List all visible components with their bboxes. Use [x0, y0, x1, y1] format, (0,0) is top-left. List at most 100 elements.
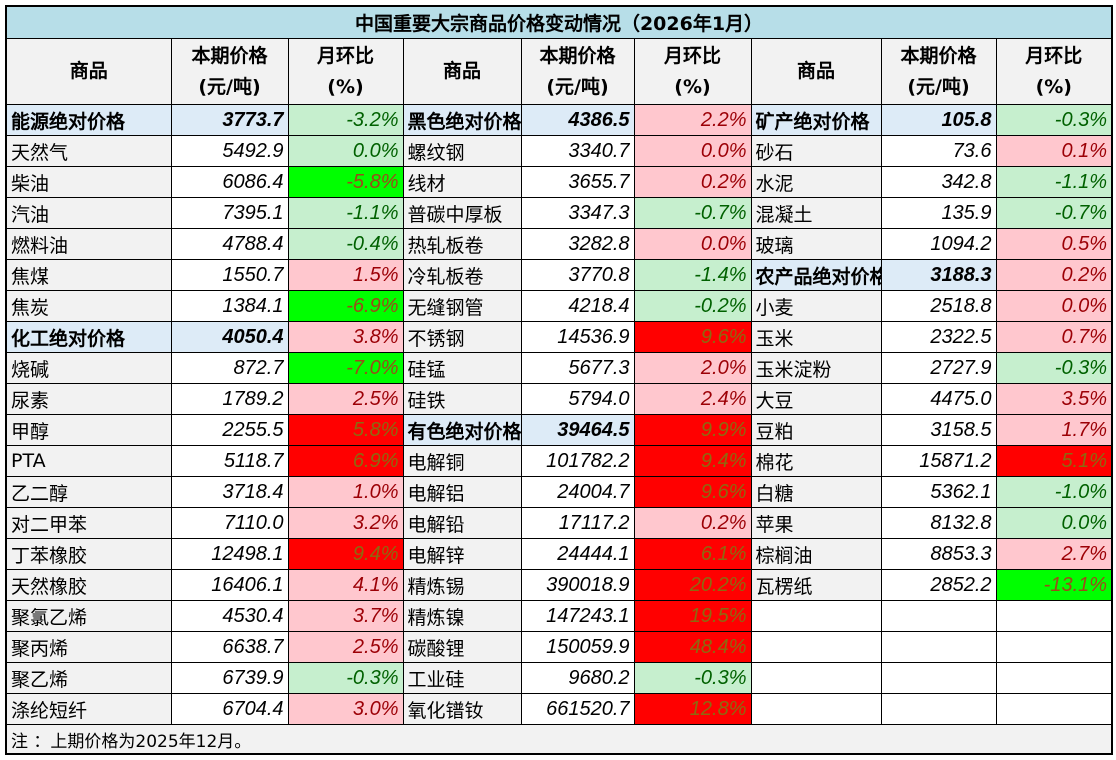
empty-cell	[995, 600, 1113, 632]
mom-change-value: 0.0%	[633, 228, 752, 260]
commodity-name: 冷轧板卷	[402, 259, 522, 291]
commodity-name: 苹果	[750, 507, 882, 539]
category-name: 化工绝对价格	[5, 321, 172, 353]
header-mom-change: 月环比 (%)	[995, 38, 1113, 105]
price-value: 3773.7	[170, 104, 289, 136]
header-mom-unit: (%)	[327, 75, 364, 98]
commodity-name: 不锈钢	[402, 321, 522, 353]
mom-change-value: 2.2%	[633, 104, 752, 136]
mom-change-value: 0.0%	[633, 135, 752, 167]
table-row: 柴油 6086.4 -5.8% 线材 3655.7 0.2% 水泥 342.8 -1.1%	[5, 166, 1113, 198]
price-value: 2518.8	[880, 290, 997, 322]
commodity-name: 聚氯乙烯	[5, 600, 172, 632]
price-value: 101782.2	[520, 445, 635, 477]
price-value: 4386.5	[520, 104, 635, 136]
table-row: 燃料油 4788.4 -0.4% 热轧板卷 3282.8 0.0% 玻璃 1094.2 0.5%	[5, 228, 1113, 260]
price-value: 6739.9	[170, 662, 289, 694]
price-value: 3282.8	[520, 228, 635, 260]
header-price-label: 本期价格	[539, 44, 616, 67]
mom-change-value: 0.5%	[995, 228, 1113, 260]
price-value: 6704.4	[170, 693, 289, 725]
commodity-name: 硅锰	[402, 352, 522, 384]
mom-change-value: 9.9%	[633, 414, 752, 446]
header-price: 本期价格 (元/吨)	[170, 38, 289, 105]
price-value: 4530.4	[170, 600, 289, 632]
empty-cell	[750, 600, 882, 632]
header-price-unit: (元/吨)	[198, 75, 261, 98]
commodity-name: 棕榈油	[750, 538, 882, 570]
category-name: 能源绝对价格	[5, 104, 172, 136]
commodity-name: 电解锌	[402, 538, 522, 570]
commodity-name: 电解铜	[402, 445, 522, 477]
mom-change-value: -1.1%	[995, 166, 1113, 198]
table-row: 烧碱 872.7 -7.0% 硅锰 5677.3 2.0% 玉米淀粉 2727.9 -0.3%	[5, 352, 1113, 384]
price-value: 2255.5	[170, 414, 289, 446]
price-value: 150059.9	[520, 631, 635, 663]
mom-change-value: 0.7%	[995, 321, 1113, 353]
commodity-name: 螺纹钢	[402, 135, 522, 167]
commodity-name: 线材	[402, 166, 522, 198]
mom-change-value: 0.2%	[633, 166, 752, 198]
footnote: 注 ：上期价格为2025年12月。	[5, 724, 1113, 755]
table-row: 焦煤 1550.7 1.5% 冷轧板卷 3770.8 -1.4% 农产品绝对价格 3188.3…	[5, 259, 1113, 291]
table-row: 丁苯橡胶 12498.1 9.4% 电解锌 24444.1 6.1% 棕榈油 8853.3 2.…	[5, 538, 1113, 570]
mom-change-value: 1.0%	[287, 476, 404, 508]
mom-change-value: 9.6%	[633, 321, 752, 353]
header-price-label: 本期价格	[900, 44, 977, 67]
price-value: 5794.0	[520, 383, 635, 415]
mom-change-value: -0.3%	[633, 662, 752, 694]
price-value: 661520.7	[520, 693, 635, 725]
commodity-name: PTA	[5, 445, 172, 477]
header-mom-label: 月环比	[663, 44, 721, 67]
price-value: 5118.7	[170, 445, 289, 477]
price-value: 7110.0	[170, 507, 289, 539]
header-commodity: 商品	[5, 38, 172, 105]
commodity-name: 砂石	[750, 135, 882, 167]
price-value: 4475.0	[880, 383, 997, 415]
price-value: 14536.9	[520, 321, 635, 353]
price-value: 147243.1	[520, 600, 635, 632]
empty-cell	[750, 662, 882, 694]
table-row: 聚丙烯 6638.7 2.5% 碳酸锂 150059.9 48.4%	[5, 631, 1113, 663]
price-value: 5362.1	[880, 476, 997, 508]
commodity-name: 精炼锡	[402, 569, 522, 601]
mom-change-value: -0.2%	[633, 290, 752, 322]
mom-change-value: -1.0%	[995, 476, 1113, 508]
header-mom-label: 月环比	[1025, 44, 1083, 67]
empty-cell	[995, 631, 1113, 663]
mom-change-value: 0.0%	[287, 135, 404, 167]
mom-change-value: 9.4%	[633, 445, 752, 477]
mom-change-value: 2.4%	[633, 383, 752, 415]
mom-change-value: -0.3%	[995, 104, 1113, 136]
price-value: 1789.2	[170, 383, 289, 415]
mom-change-value: -6.9%	[287, 290, 404, 322]
mom-change-value: 0.2%	[995, 259, 1113, 291]
mom-change-value: -5.8%	[287, 166, 404, 198]
commodity-name: 大豆	[750, 383, 882, 415]
commodity-name: 乙二醇	[5, 476, 172, 508]
header-mom-change: 月环比 (%)	[633, 38, 752, 105]
price-value: 105.8	[880, 104, 997, 136]
table-title: 中国重要大宗商品价格变动情况（2026年1月）	[5, 5, 1113, 39]
mom-change-value: 4.1%	[287, 569, 404, 601]
mom-change-value: 3.5%	[995, 383, 1113, 415]
mom-change-value: 20.2%	[633, 569, 752, 601]
commodity-name: 柴油	[5, 166, 172, 198]
table-row: 涤纶短纤 6704.4 3.0% 氧化镨钕 661520.7 12.8%	[5, 693, 1113, 725]
mom-change-value: -0.7%	[633, 197, 752, 229]
mom-change-value: 9.6%	[633, 476, 752, 508]
price-value: 9680.2	[520, 662, 635, 694]
header-commodity: 商品	[750, 38, 882, 105]
price-value: 24444.1	[520, 538, 635, 570]
mom-change-value: -7.0%	[287, 352, 404, 384]
mom-change-value: -1.4%	[633, 259, 752, 291]
header-price-label: 本期价格	[191, 44, 268, 67]
category-name: 农产品绝对价格	[750, 259, 882, 291]
commodity-name: 对二甲苯	[5, 507, 172, 539]
price-value: 15871.2	[880, 445, 997, 477]
category-name: 矿产绝对价格	[750, 104, 882, 136]
price-value: 7395.1	[170, 197, 289, 229]
price-value: 3340.7	[520, 135, 635, 167]
price-value: 4788.4	[170, 228, 289, 260]
header-price: 本期价格 (元/吨)	[880, 38, 997, 105]
